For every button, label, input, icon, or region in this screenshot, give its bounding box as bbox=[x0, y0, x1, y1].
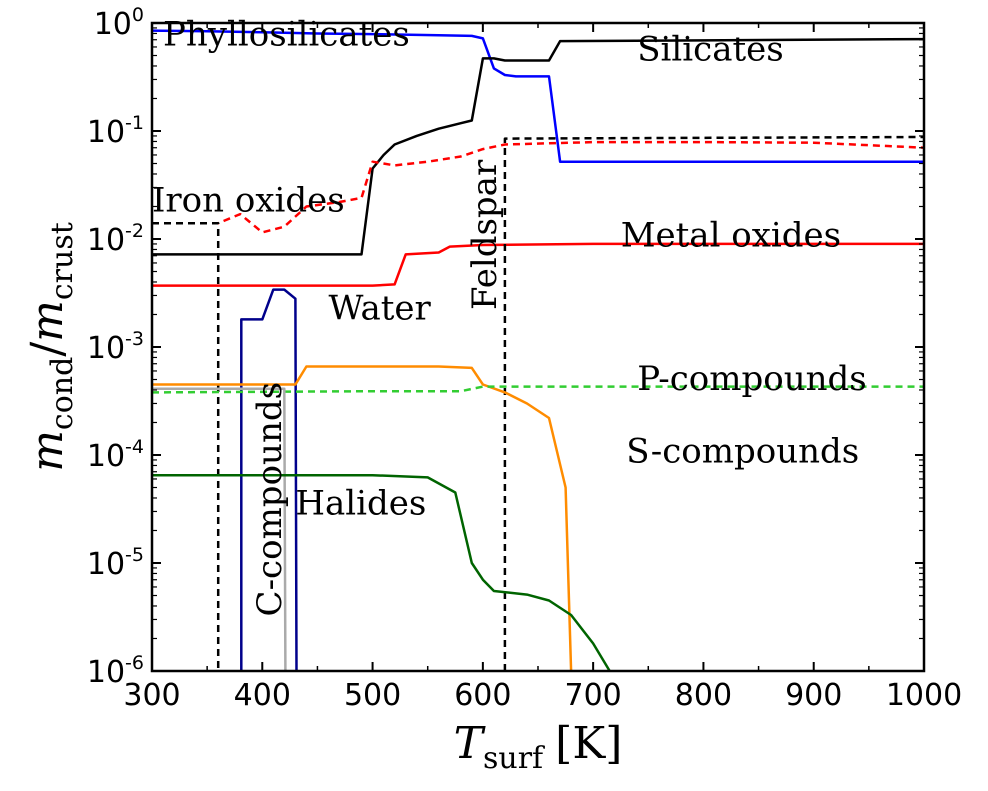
annotation-phyllosilicates: Phyllosilicates bbox=[163, 14, 410, 54]
series-line-c-compounds bbox=[152, 387, 287, 672]
annotation-p-compounds: P-compounds bbox=[637, 359, 867, 399]
x-tick-label: 500 bbox=[344, 678, 401, 713]
y-tick-exponent: -5 bbox=[125, 544, 144, 566]
series-line-iron-oxides bbox=[152, 140, 925, 234]
x-tick-label: 600 bbox=[454, 678, 511, 713]
y-tick-label: 10-6 bbox=[87, 652, 144, 690]
annotation-layer: Phyllosilicates Silicates Iron oxides Metal… bbox=[152, 14, 867, 616]
y-tick-exponent: -1 bbox=[125, 112, 144, 134]
series-line-water bbox=[240, 288, 298, 672]
y-tick-label: 10-1 bbox=[87, 112, 144, 150]
annotation-metal-oxides: Metal oxides bbox=[621, 216, 841, 256]
annotation-c-compounds: C-compounds bbox=[250, 382, 290, 617]
x-tick-label: 400 bbox=[234, 678, 291, 713]
annotation-iron-oxides: Iron oxides bbox=[152, 180, 345, 220]
y-tick-label: 10-2 bbox=[87, 220, 144, 258]
y-tick-base: 10 bbox=[87, 547, 125, 582]
annotation-halides: Halides bbox=[295, 484, 426, 524]
x-axis-label: Tsurf [K] bbox=[454, 718, 623, 776]
y-axis-label-num-subscript: cond bbox=[45, 357, 80, 430]
y-tick-exponent: 0 bbox=[132, 4, 144, 26]
series-line-halides bbox=[152, 473, 611, 672]
series-line-silicates bbox=[152, 37, 925, 256]
y-tick-label: 10-4 bbox=[87, 436, 144, 474]
y-tick-label: 100 bbox=[94, 4, 144, 42]
y-tick-base: 10 bbox=[87, 115, 125, 150]
annotation-s-compounds: S-compounds bbox=[626, 432, 859, 472]
x-axis-label-symbol: T bbox=[454, 718, 487, 769]
series-line-phyllosilicates bbox=[151, 29, 924, 163]
y-tick-base: 10 bbox=[94, 7, 132, 42]
y-tick-base: 10 bbox=[87, 655, 125, 690]
tick-layer: 300 400 500 600 700 800 900 100010-610-510-410-… bbox=[87, 4, 962, 713]
y-tick-base: 10 bbox=[87, 223, 125, 258]
series-line-metal-oxides bbox=[152, 242, 924, 287]
y-axis-label: mcond/mcrust bbox=[22, 222, 80, 472]
y-tick-base: 10 bbox=[87, 331, 125, 366]
x-tick-label: 800 bbox=[675, 678, 732, 713]
y-axis-label-num-symbol: m bbox=[22, 430, 73, 472]
y-tick-label: 10-5 bbox=[87, 544, 144, 582]
x-tick-label: 1000 bbox=[886, 678, 962, 713]
x-tick-label: 900 bbox=[785, 678, 842, 713]
y-axis-label-den-subscript: crust bbox=[45, 222, 80, 300]
series-line-s-compounds bbox=[152, 365, 573, 672]
series-layer bbox=[151, 29, 925, 672]
y-tick-label: 10-3 bbox=[87, 328, 144, 366]
y-axis-label-den-symbol: m bbox=[22, 300, 73, 342]
y-tick-exponent: -4 bbox=[125, 436, 144, 458]
x-tick-label: 700 bbox=[565, 678, 622, 713]
x-tick-label: 300 bbox=[123, 678, 180, 713]
annotation-silicates: Silicates bbox=[637, 29, 783, 69]
x-axis-label-subscript: surf bbox=[483, 741, 545, 776]
annotation-feldspar: Feldspar bbox=[465, 159, 505, 310]
series-line-feldspar bbox=[503, 135, 925, 671]
y-tick-exponent: -6 bbox=[125, 652, 144, 674]
x-axis-label-unit: [K] bbox=[555, 718, 622, 769]
series-line-iron-oxides-marker bbox=[152, 221, 220, 671]
annotation-water: Water bbox=[328, 288, 431, 328]
y-tick-exponent: -2 bbox=[125, 220, 144, 242]
y-tick-exponent: -3 bbox=[125, 328, 144, 350]
y-tick-base: 10 bbox=[87, 439, 125, 474]
y-axis-label-separator: / bbox=[22, 342, 73, 357]
series-line-p-compounds bbox=[151, 385, 924, 394]
